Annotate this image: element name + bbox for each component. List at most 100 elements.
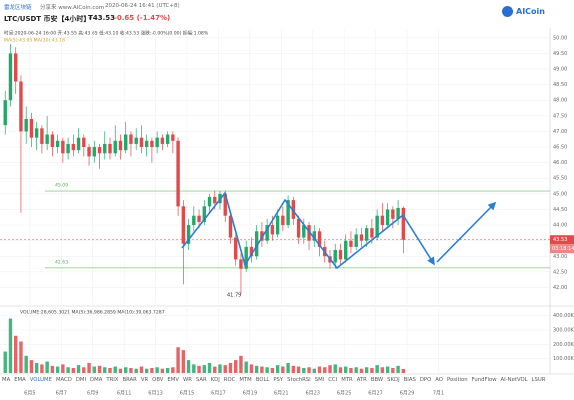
y-tick-label: 42.50 — [553, 269, 567, 275]
indicator-tab[interactable]: TRIX — [106, 377, 119, 383]
volume-bar — [234, 360, 238, 373]
indicator-tab[interactable]: BBW — [370, 377, 384, 383]
indicator-tab[interactable]: StochRSI — [287, 377, 311, 383]
indicator-tab[interactable]: AO — [435, 377, 443, 383]
candle-body — [87, 147, 91, 157]
x-tick-label: 7月1 — [433, 391, 444, 397]
indicator-tab[interactable]: BOLL — [255, 377, 270, 383]
indicator-tab[interactable]: FundFlow — [471, 377, 497, 383]
indicator-tab[interactable]: DMI — [75, 377, 87, 383]
indicator-tab[interactable]: EMV — [167, 377, 179, 383]
symbol: LTC/USDT 币安【4小时】 — [4, 15, 91, 23]
y-tick-label: 48.00 — [553, 98, 567, 104]
candle-body — [385, 209, 390, 226]
candle-body — [19, 81, 23, 132]
indicator-tab[interactable]: CCI — [328, 377, 338, 383]
candle-body — [249, 246, 254, 257]
candle-body — [223, 193, 227, 216]
indicator-tab[interactable]: SMI — [314, 377, 325, 383]
volume-bar — [176, 347, 180, 373]
volume-bar — [40, 364, 44, 373]
indicator-tab[interactable]: EMA — [14, 377, 26, 383]
volume-bar — [50, 365, 55, 373]
candle-body — [192, 215, 196, 226]
volume-bar — [66, 367, 70, 373]
level-label: 42.63 — [55, 259, 68, 265]
volume-tick-label: 400.00K — [553, 313, 574, 319]
x-tick-label: 6月5 — [24, 391, 35, 397]
logo: AICoin — [516, 7, 545, 16]
volume-bar — [29, 360, 34, 373]
volume-bar — [302, 367, 306, 373]
y-tick-label: 48.50 — [553, 82, 567, 88]
volume-tick-label: 100.00K — [553, 356, 574, 362]
ma-line: MA(5):43.95 MA(30):43.18 — [4, 38, 65, 44]
indicator-tab[interactable]: Position — [446, 377, 468, 383]
volume-bar — [281, 366, 285, 373]
candle-body — [118, 140, 123, 151]
x-tick-label: 6月11 — [117, 391, 132, 397]
volume-bar — [186, 360, 191, 373]
indicator-tab[interactable]: ATR — [356, 377, 367, 383]
indicator-tab[interactable]: ROC — [223, 377, 236, 383]
indicator-tab[interactable]: WR — [182, 377, 192, 383]
volume-line: VOLUME:28,605.3021 MA(5):36,986.2859 MA(… — [20, 310, 165, 316]
indicator-tab[interactable]: SKDJ — [387, 377, 400, 383]
countdown-label: 03:18:14 — [552, 246, 574, 252]
candle-body — [359, 234, 364, 241]
indicator-tab[interactable]: PSY — [273, 377, 284, 383]
indicator-tab[interactable]: MTR — [341, 377, 353, 383]
volume-bar — [286, 362, 290, 373]
indicator-tab[interactable]: BASIS — [549, 377, 550, 383]
indicator-tab[interactable]: AI-NetVOL — [500, 377, 528, 383]
volume-bar — [19, 341, 23, 373]
indicator-tab[interactable]: SAR — [195, 377, 207, 383]
indicator-tab[interactable]: VOLUME — [29, 377, 52, 383]
candle-body — [375, 215, 379, 238]
indicator-tab[interactable]: DMA — [90, 377, 103, 383]
indicator-tab[interactable]: LSUR — [531, 377, 546, 383]
indicator-tab[interactable]: MA — [2, 377, 11, 383]
volume-bar — [192, 364, 196, 373]
price-tag-label: 43.53 — [553, 237, 567, 243]
candle-body — [307, 225, 311, 241]
indicator-tab[interactable]: MTM — [239, 377, 252, 383]
indicator-tab[interactable]: BRAR — [122, 377, 137, 383]
y-tick-label: 45.00 — [553, 191, 567, 197]
candle-body — [260, 231, 264, 241]
x-tick-label: 6月27 — [368, 391, 383, 397]
candle-body — [312, 231, 316, 241]
volume-bar — [155, 367, 159, 373]
volume-bar — [139, 366, 144, 373]
candle-body — [239, 259, 243, 269]
candle-body — [40, 128, 44, 144]
info-line: 时间:2020-06-24 16:00 开:43.55 高:43.65 低:43… — [4, 30, 209, 37]
drawing-arrow — [436, 201, 497, 263]
candle-body — [317, 231, 322, 247]
candle-body — [14, 53, 18, 82]
x-tick-label: 6月15 — [180, 391, 195, 397]
candle-body — [71, 143, 76, 151]
candle-body — [76, 137, 81, 151]
indicator-tab[interactable]: VR — [140, 377, 149, 383]
indicator-tab[interactable]: BIAS — [403, 377, 416, 383]
candle-body — [134, 137, 138, 144]
candle-body — [29, 118, 34, 138]
candle-body — [160, 137, 165, 144]
volume-bar — [307, 367, 311, 373]
timestamp: 2020-06-24 16:41 (UTC+8) — [105, 3, 180, 9]
candle-body — [396, 207, 400, 219]
candle-body — [207, 196, 212, 207]
volume-bar — [291, 365, 296, 373]
volume-bar — [323, 367, 327, 373]
x-tick-label: 6月25 — [337, 391, 352, 397]
candle-body — [103, 143, 107, 154]
volume-bar — [160, 368, 165, 373]
indicator-tab[interactable]: OBV — [152, 377, 164, 383]
indicator-tab[interactable]: DPO — [419, 377, 432, 383]
candle-body — [401, 207, 406, 240]
indicator-tab[interactable]: MACD — [55, 377, 72, 383]
indicator-tab[interactable]: KDJ — [210, 377, 220, 383]
volume-bar — [391, 367, 395, 373]
price-tag — [550, 235, 574, 245]
